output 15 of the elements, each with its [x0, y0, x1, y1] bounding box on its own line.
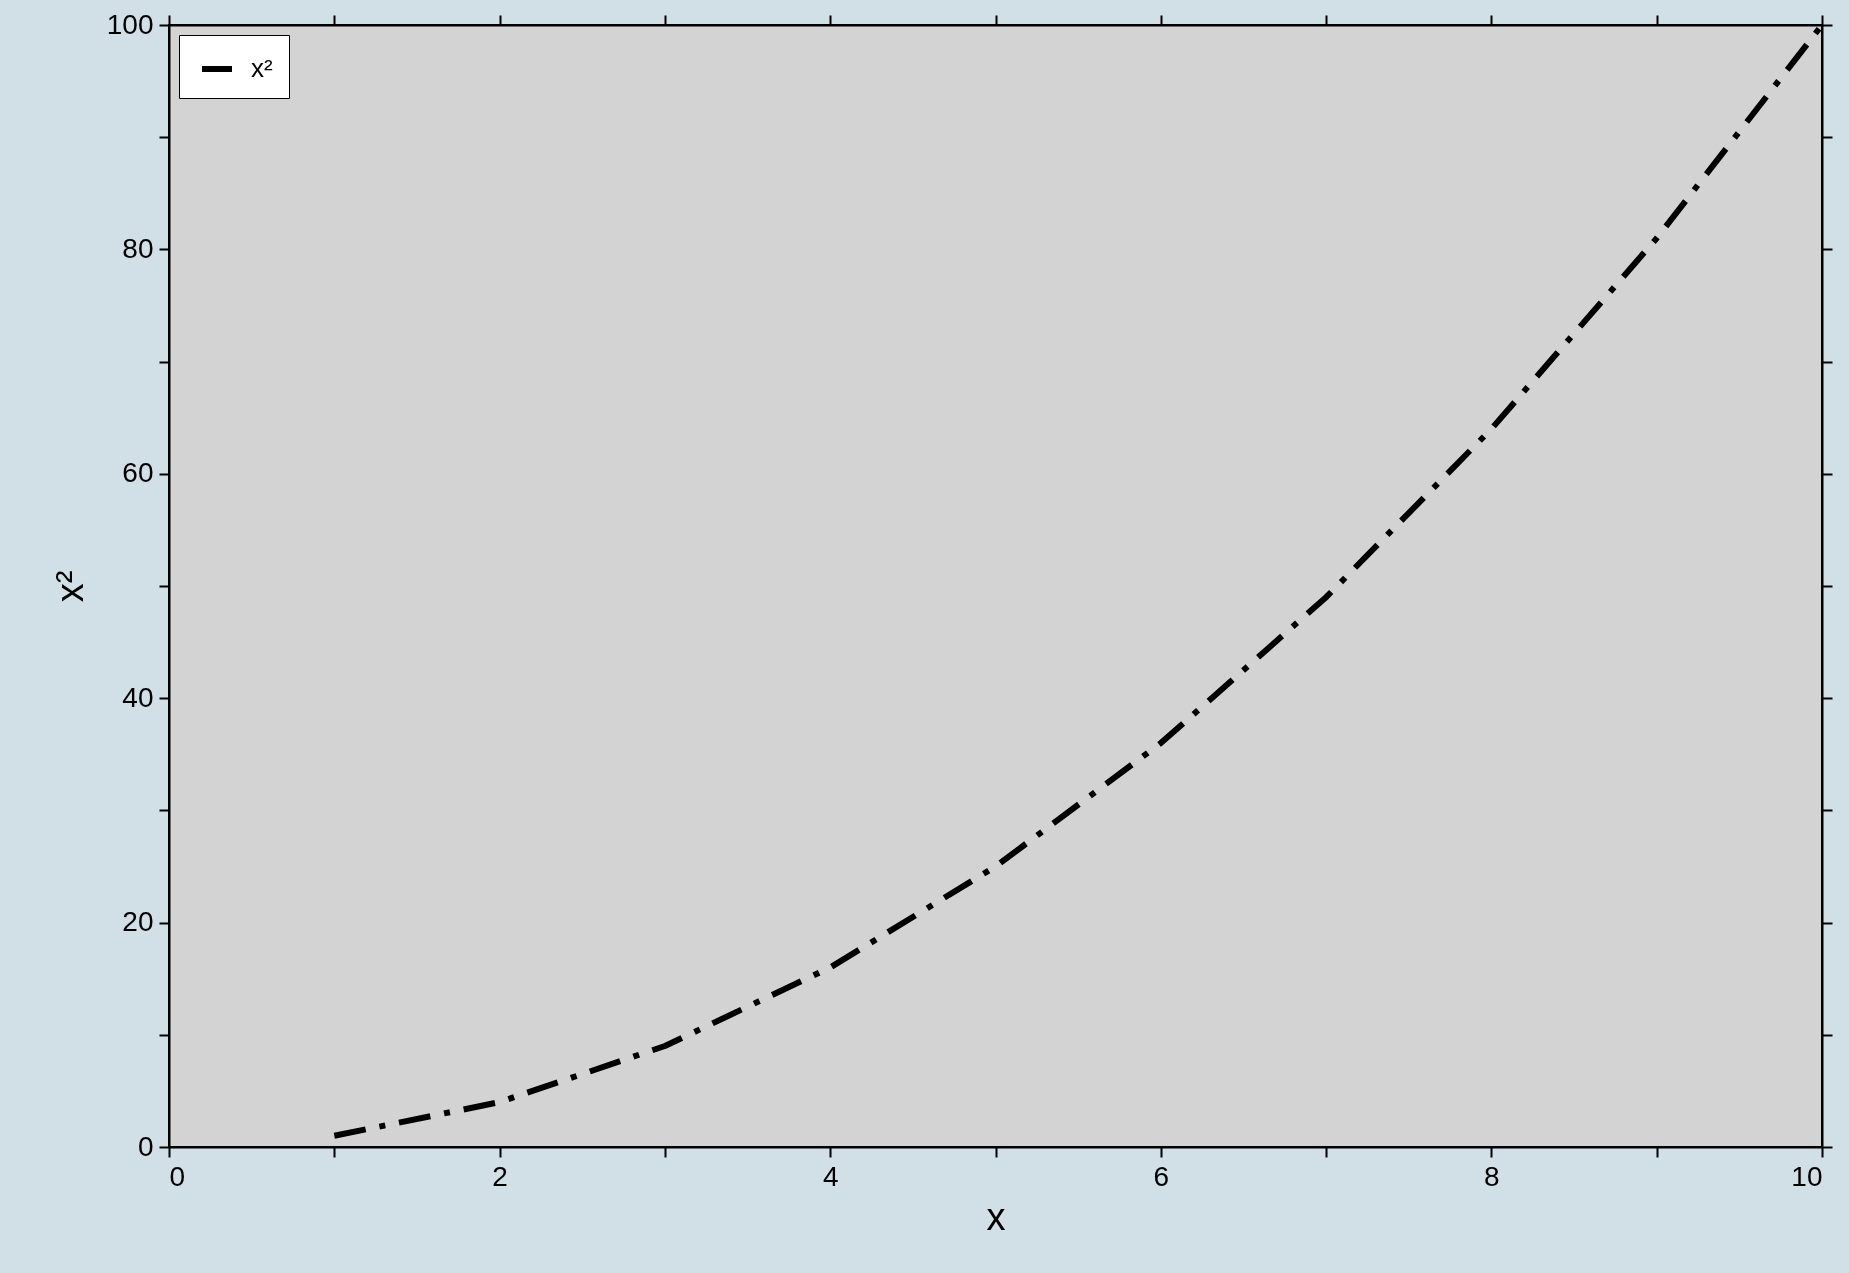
y-tick-label: 40	[122, 681, 154, 713]
y-axis-title: x²	[48, 570, 91, 603]
x-tick-label: 8	[1484, 1160, 1500, 1192]
x-axis-title: x	[986, 1195, 1006, 1238]
x-tick-label: 6	[1153, 1160, 1170, 1192]
x-tick-label: 4	[822, 1160, 839, 1192]
legend-label: x²	[251, 53, 273, 83]
y-tick-label: 80	[122, 232, 154, 264]
y-tick-label: 100	[106, 8, 154, 40]
y-tick-label: 0	[137, 1130, 154, 1162]
x-tick-label: 10	[1791, 1160, 1823, 1192]
y-tick-label: 60	[122, 457, 154, 489]
y-tick-label: 20	[122, 906, 154, 938]
x-tick-label: 2	[492, 1160, 508, 1192]
x-tick-label: 0	[169, 1160, 186, 1192]
